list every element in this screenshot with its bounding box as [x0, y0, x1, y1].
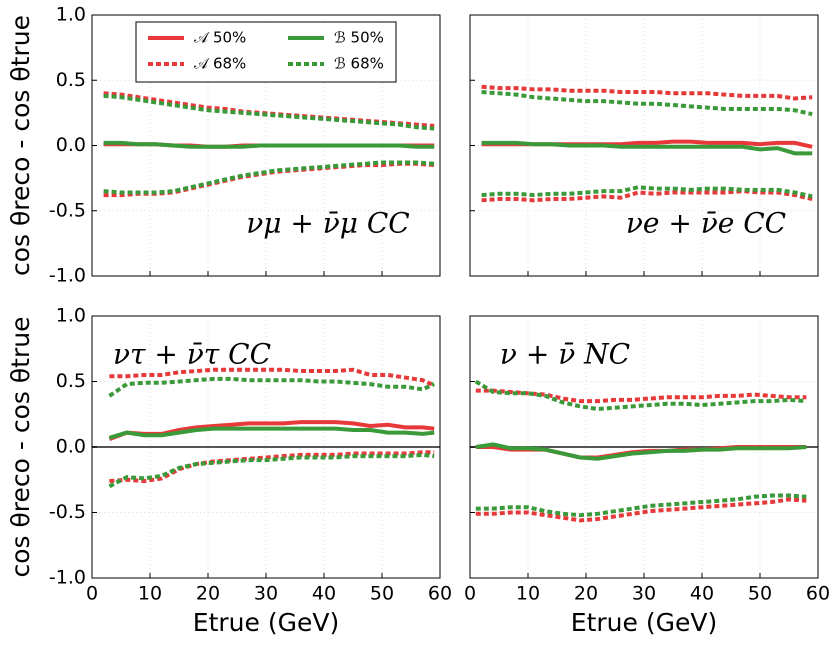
band-lower-line — [481, 185, 813, 199]
band-upper-line — [481, 90, 813, 117]
x-tick-label: 30 — [254, 583, 278, 605]
y-tick-label: 0.0 — [56, 134, 86, 156]
x-tick-label: 20 — [196, 583, 220, 605]
band-lower-line — [109, 450, 435, 484]
x-tick-label: 50 — [370, 583, 394, 605]
y-axis-label: cos θreco - cos θtrue — [6, 15, 35, 276]
legend-label: 𝒜 50% — [194, 29, 246, 47]
x-tick-label: 0 — [464, 583, 476, 605]
y-axis-label: cos θreco - cos θtrue — [6, 317, 35, 578]
x-tick-label: 50 — [748, 583, 772, 605]
annotation: ν + ν̄ NC — [500, 338, 630, 371]
band-upper-line — [481, 84, 813, 101]
y-tick-label: 0.5 — [56, 370, 86, 392]
band-upper-line — [103, 93, 435, 131]
y-tick-label: 1.0 — [56, 4, 86, 26]
y-tick-label: 0.5 — [56, 69, 86, 91]
x-tick-label: 40 — [312, 583, 336, 605]
y-tick-label: 1.0 — [56, 305, 86, 327]
series-line — [475, 442, 807, 461]
x-tick-label: 10 — [138, 583, 162, 605]
x-tick-label: 60 — [428, 583, 452, 605]
annotation: νμ + ν̄μ CC — [246, 207, 409, 240]
band-upper-line — [109, 367, 436, 388]
x-tick-label: 40 — [690, 583, 714, 605]
band-upper-line — [108, 376, 436, 398]
x-tick-label: 20 — [574, 583, 598, 605]
band-lower-line — [481, 189, 813, 203]
annotation: νe + ν̄e CC — [626, 207, 786, 240]
legend-label: ℬ 68% — [334, 55, 384, 73]
band-upper-line — [475, 388, 807, 404]
band-lower-line — [475, 497, 807, 523]
series-line — [108, 426, 435, 440]
y-tick-label: -1.0 — [49, 567, 86, 589]
legend-box — [135, 21, 397, 83]
x-tick-label: 30 — [632, 583, 656, 605]
y-tick-label: 0.0 — [56, 436, 86, 458]
band-lower-line — [103, 160, 435, 195]
x-axis-label: Etrue (GeV) — [193, 608, 339, 637]
band-upper-line — [103, 91, 435, 128]
y-tick-label: -0.5 — [49, 199, 86, 221]
annotation: ντ + ν̄τ CC — [113, 338, 271, 371]
x-axis-label: Etrue (GeV) — [571, 608, 717, 637]
x-tick-label: 10 — [516, 583, 540, 605]
y-tick-label: -0.5 — [49, 501, 86, 523]
y-tick-label: -1.0 — [49, 265, 86, 287]
x-tick-label: 0 — [86, 583, 98, 605]
legend-label: 𝒜 68% — [194, 55, 246, 73]
band-lower-line — [103, 161, 435, 198]
band-upper-line — [474, 379, 807, 412]
legend-label: ℬ 50% — [334, 29, 384, 47]
series-line — [103, 140, 435, 149]
x-tick-label: 60 — [806, 583, 830, 605]
band-lower-line — [108, 452, 435, 489]
series-line — [481, 140, 813, 156]
